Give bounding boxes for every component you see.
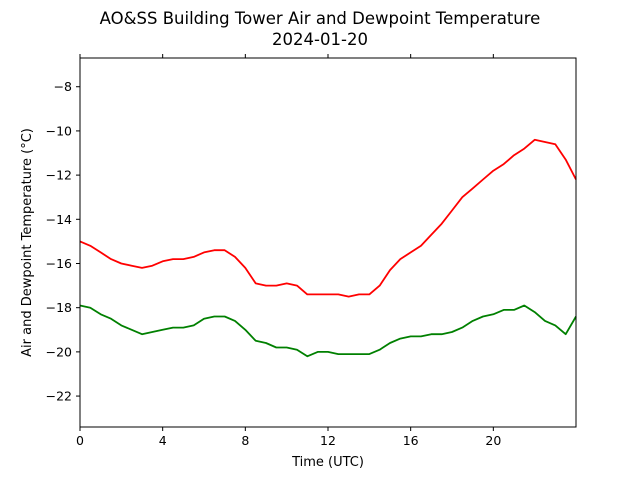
y-axis: −22 −20 −18 −16 −14 −12 −10 −8 bbox=[46, 79, 80, 404]
x-axis-label: Time (UTC) bbox=[291, 455, 364, 470]
x-tick-label: 4 bbox=[159, 433, 167, 448]
series-line-green bbox=[79, 304, 577, 358]
x-tick-label: 12 bbox=[320, 433, 336, 448]
x-tick-label: 0 bbox=[76, 433, 84, 448]
y-tick-label: −10 bbox=[46, 123, 72, 138]
y-axis-label: Air and Dewpoint Temperature (°C) bbox=[20, 128, 35, 357]
plot-lines bbox=[79, 138, 577, 358]
x-axis: 0 4 8 12 16 20 bbox=[76, 54, 501, 448]
x-tick-label: 16 bbox=[403, 433, 419, 448]
x-tick-label: 8 bbox=[241, 433, 249, 448]
x-tick-label: 20 bbox=[485, 433, 501, 448]
y-tick-label: −14 bbox=[46, 212, 72, 227]
y-tick-label: −8 bbox=[54, 79, 72, 94]
y-tick-label: −16 bbox=[46, 256, 72, 271]
chart-title: AO&SS Building Tower Air and Dewpoint Te… bbox=[100, 9, 541, 28]
series-line-red bbox=[79, 138, 577, 298]
y-tick-label: −12 bbox=[46, 168, 72, 183]
plot-area-frame bbox=[79, 57, 577, 428]
y-tick-label: −22 bbox=[46, 389, 72, 404]
y-tick-label: −20 bbox=[46, 344, 72, 359]
y-tick-label: −18 bbox=[46, 300, 72, 315]
chart-subtitle: 2024-01-20 bbox=[272, 30, 368, 49]
